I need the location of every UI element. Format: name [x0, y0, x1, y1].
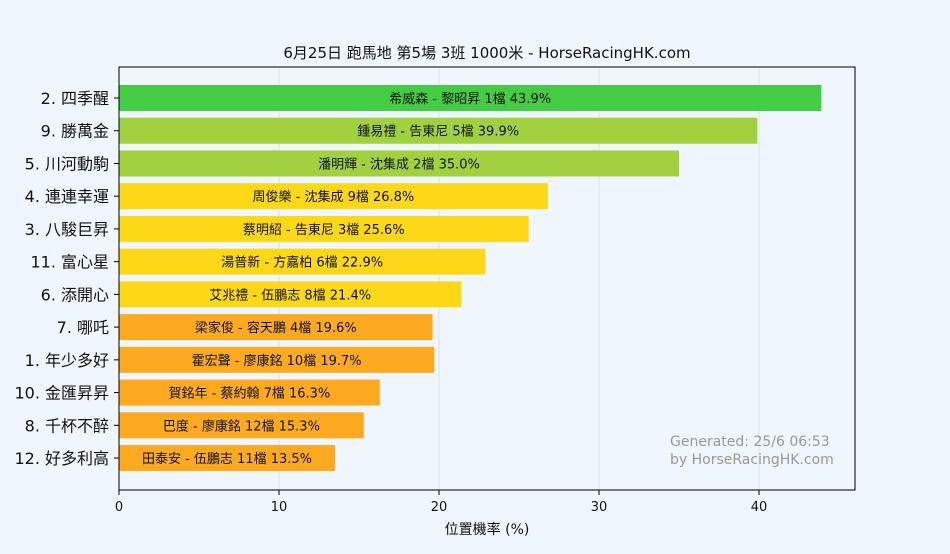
- y-tick-label: 2. 四季醒: [41, 89, 109, 108]
- bar: [119, 445, 335, 472]
- y-tick-label: 10. 金匯昇昇: [14, 384, 109, 403]
- chart-title: 6月25日 跑馬地 第5場 3班 1000米 - HorseRacingHK.c…: [283, 44, 690, 62]
- bar: [119, 117, 758, 144]
- x-tick-label: 40: [751, 500, 768, 515]
- bar-data-label: 鍾易禮 - 告東尼 5檔 39.9%: [357, 124, 519, 140]
- watermark-source: by HorseRacingHK.com: [670, 452, 834, 468]
- x-tick-labels: 0 10 20 30 40: [115, 490, 767, 515]
- bar: [119, 314, 433, 341]
- y-tick-label: 7. 哪吒: [57, 318, 109, 337]
- bar: [119, 85, 822, 111]
- bars: [119, 85, 822, 472]
- bar: [119, 215, 529, 242]
- bar: [119, 183, 548, 210]
- y-tick-label: 12. 好多利高: [14, 449, 109, 468]
- y-tick-label: 5. 川河動駒: [25, 154, 109, 173]
- bar: [119, 150, 679, 177]
- x-axis-label: 位置機率 (%): [445, 521, 530, 538]
- bar: [119, 346, 435, 373]
- bar: [119, 379, 380, 406]
- bar-data-label: 賀銘年 - 蔡約翰 7檔 16.3%: [169, 387, 331, 402]
- bar-data-label: 湯普新 - 方嘉柏 6檔 22.9%: [221, 255, 383, 271]
- bar-data-label: 艾兆禮 - 伍鵬志 8檔 21.4%: [209, 288, 371, 303]
- bar: [119, 412, 364, 439]
- bar-data-label: 希威森 - 黎昭昇 1檔 43.9%: [389, 92, 551, 107]
- x-tick-label: 30: [591, 500, 608, 515]
- bar-data-label: 巴度 - 廖康銘 12檔 15.3%: [163, 418, 320, 434]
- y-tick-label: 3. 八駿巨昇: [25, 220, 109, 239]
- x-tick-label: 0: [115, 500, 123, 515]
- watermark-generated: Generated: 25/6 06:53: [670, 434, 830, 450]
- y-tick-label: 1. 年少多好: [25, 351, 109, 370]
- plot-frame: [118, 66, 856, 491]
- bar-data-label: 田泰安 - 伍鵬志 11檔 13.5%: [142, 452, 312, 467]
- bar-data-label: 梁家俊 - 容天鵬 4檔 19.6%: [195, 320, 357, 336]
- bar-data-label: 霍宏聲 - 廖康銘 10檔 19.7%: [192, 353, 362, 369]
- bar: [119, 281, 462, 308]
- bar-data-label: 周俊樂 - 沈集成 9檔 26.8%: [253, 189, 415, 205]
- y-tick-label: 4. 連連幸運: [25, 187, 109, 206]
- y-tick-label: 9. 勝萬金: [41, 122, 109, 141]
- bar-data-label: 蔡明紹 - 告東尼 3檔 25.6%: [243, 222, 405, 238]
- bar: [119, 248, 486, 275]
- x-tick-label: 10: [271, 500, 288, 515]
- bar-labels: 希威森 - 黎昭昇 1檔 43.9% 鍾易禮 - 告東尼 5檔 39.9% 潘明輝 …: [142, 92, 551, 467]
- bar-data-label: 潘明輝 - 沈集成 2檔 35.0%: [318, 156, 480, 172]
- y-tick-label: 11. 富心星: [30, 253, 109, 272]
- y-tick-label: 6. 添開心: [41, 285, 109, 304]
- x-tick-label: 20: [431, 500, 448, 515]
- y-tick-label: 8. 千杯不醉: [25, 416, 109, 435]
- y-tick-labels: 2. 四季醒 9. 勝萬金 5. 川河動駒 4. 連連幸運 3. 八駿巨昇 11. 富心星…: [14, 89, 119, 468]
